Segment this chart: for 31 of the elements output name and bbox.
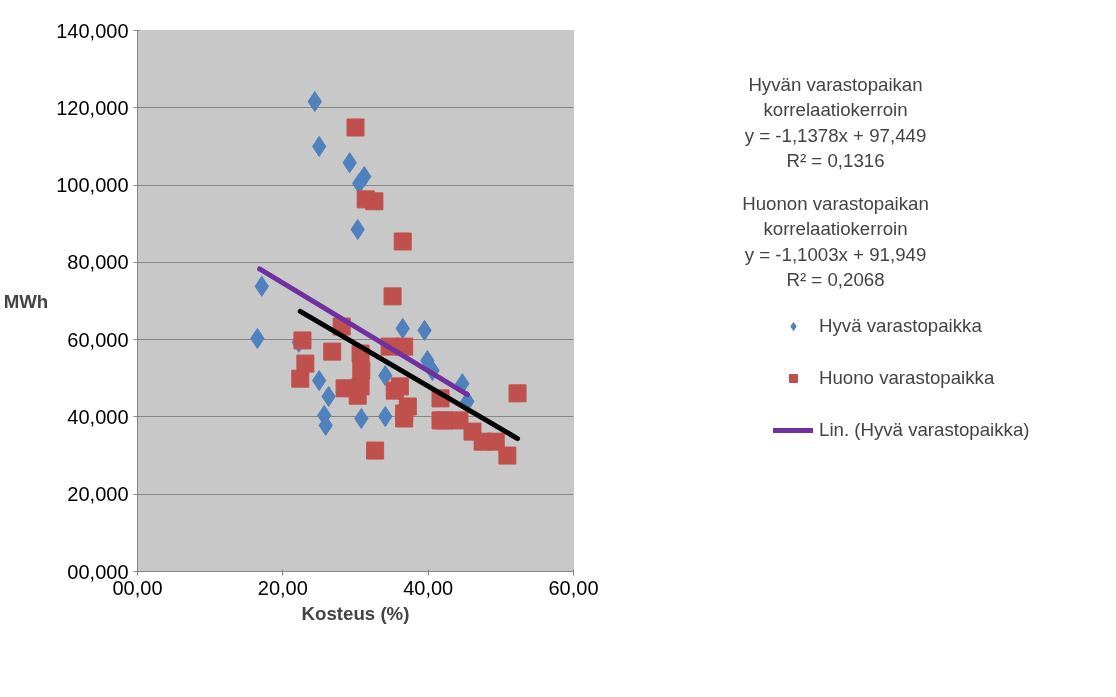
legend-label: Hyvä varastopaikka <box>819 315 982 337</box>
legend-label: Lin. (Hyvä varastopaikka) <box>819 419 1030 441</box>
text: Huonon varastopaikan korrelaatiokerroin y = -1,1003x + 91,949 R² = 0,2068 <box>742 193 929 291</box>
y-tick-label: 100,000 <box>56 174 129 197</box>
point <box>498 446 517 465</box>
point <box>366 441 385 460</box>
point <box>393 232 412 251</box>
y-tick-label: 60,000 <box>67 328 129 351</box>
point <box>395 404 414 423</box>
text: Hyvän varastopaikan korrelaatiokerroin y = -1,1378x + 97,449 R² = 0,1316 <box>744 73 927 172</box>
x-tick-label: 40,00 <box>403 576 454 599</box>
point <box>365 192 384 211</box>
y-tick-label: 120,000 <box>56 96 129 119</box>
y-tick-label: 40,000 <box>67 405 129 428</box>
point <box>383 287 402 306</box>
x-axis-title: Kosteus (%) <box>301 602 410 624</box>
point <box>508 384 527 403</box>
y-tick-label: 80,000 <box>67 251 129 274</box>
x-tick-label: 60,00 <box>548 576 599 599</box>
y-axis-title: MWh <box>3 290 49 312</box>
legend-label: Huono varastopaikka <box>819 367 995 389</box>
point <box>390 377 409 396</box>
y-tick-label: 20,000 <box>67 483 129 506</box>
y-tick-label: 140,000 <box>56 19 129 42</box>
x-tick-label: 20,00 <box>257 576 308 599</box>
point <box>291 369 310 388</box>
point <box>296 354 315 373</box>
point <box>293 331 312 350</box>
point <box>346 118 365 137</box>
point <box>323 342 342 361</box>
point <box>351 377 370 396</box>
